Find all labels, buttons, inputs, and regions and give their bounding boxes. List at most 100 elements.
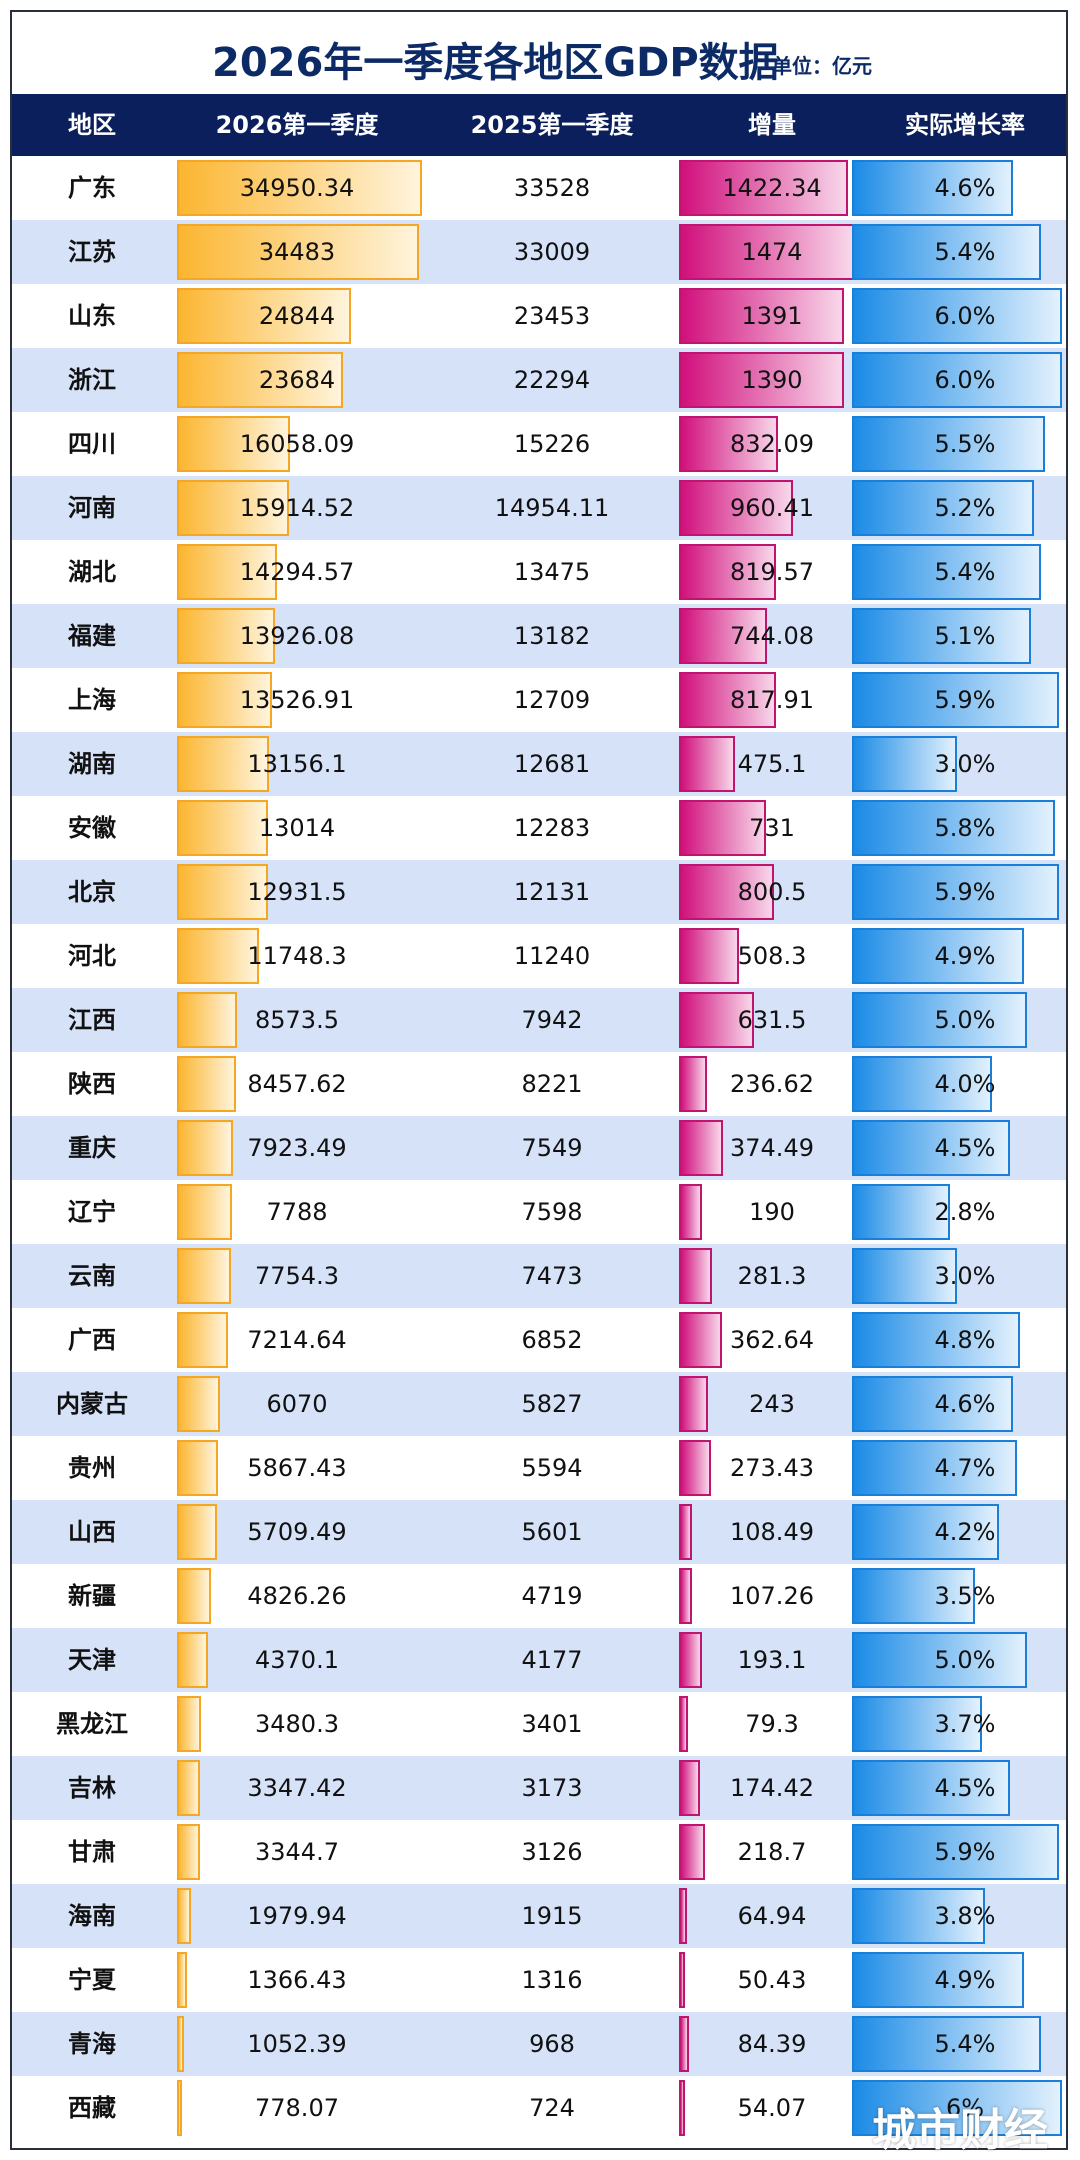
increase-bar [679, 608, 768, 664]
growth-rate-bar [852, 480, 1034, 536]
gdp-2025-value: 7942 [521, 1006, 583, 1034]
gdp-2026-value: 7754.3 [255, 1262, 339, 1290]
increase-bar [679, 288, 845, 344]
table-row: 浙江 23684 22294 1390 6.0% [12, 348, 1066, 412]
header-gdp-2026: 2026第一季度 [215, 111, 379, 139]
growth-rate-value: 5.4% [934, 2030, 996, 2058]
increase-value: 508.3 [737, 942, 807, 970]
gdp-2026-value: 13526.91 [239, 686, 355, 714]
increase-value: 960.41 [730, 494, 814, 522]
growth-rate-bar [852, 544, 1041, 600]
increase-value: 190 [749, 1198, 795, 1226]
increase-bar [679, 1952, 685, 2008]
table-row: 山东 24844 23453 1391 6.0% [12, 284, 1066, 348]
gdp-2026-bar [177, 608, 275, 664]
increase-bar [679, 352, 845, 408]
region-name: 山西 [68, 1518, 116, 1546]
increase-value: 281.3 [737, 1262, 807, 1290]
growth-rate-bar [852, 800, 1055, 856]
growth-rate-bar [852, 1696, 982, 1752]
region-name: 福建 [68, 622, 116, 650]
growth-rate-bar [852, 608, 1031, 664]
table-frame: 2026年一季度各地区GDP数据 单位：亿元 地区 2026第一季度 2025第… [10, 10, 1068, 2156]
growth-rate-bar [852, 1888, 985, 1944]
gdp-2026-bar [177, 1632, 208, 1688]
increase-value: 819.57 [730, 558, 814, 586]
gdp-2026-bar [177, 288, 352, 344]
gdp-2025-value: 8221 [521, 1070, 583, 1098]
header-region: 地区 [68, 111, 116, 139]
growth-rate-value: 3.0% [934, 750, 996, 778]
region-name: 浙江 [68, 366, 116, 394]
increase-value: 1474 [741, 238, 803, 266]
gdp-2026-bar [177, 672, 272, 728]
gdp-2026-value: 24844 [258, 302, 336, 330]
gdp-2026-value: 4826.26 [247, 1582, 347, 1610]
table-row: 江苏 34483 33009 1474 5.4% [12, 220, 1066, 284]
region-name: 河北 [68, 942, 116, 970]
gdp-2026-value: 13014 [258, 814, 336, 842]
increase-value: 475.1 [737, 750, 807, 778]
table-row: 贵州 5867.43 5594 273.43 4.7% [12, 1436, 1066, 1500]
growth-rate-bar [852, 1568, 975, 1624]
growth-rate-value: 4.9% [934, 942, 996, 970]
increase-value: 193.1 [737, 1646, 807, 1674]
table-row: 云南 7754.3 7473 281.3 3.0% [12, 1244, 1066, 1308]
increase-value: 374.49 [730, 1134, 814, 1162]
increase-value: 218.7 [737, 1838, 807, 1866]
growth-rate-value: 5.9% [934, 1838, 996, 1866]
table-row: 海南 1979.94 1915 64.94 3.8% [12, 1884, 1066, 1948]
growth-rate-bar [852, 672, 1059, 728]
gdp-2026-value: 34950.34 [239, 174, 355, 202]
increase-value: 1391 [741, 302, 803, 330]
region-name: 湖北 [68, 558, 116, 586]
growth-rate-bar [852, 1824, 1059, 1880]
gdp-2025-value: 5594 [521, 1454, 583, 1482]
gdp-2025-value: 11240 [513, 942, 591, 970]
growth-rate-bar [852, 2016, 1041, 2072]
table-row: 山西 5709.49 5601 108.49 4.2% [12, 1500, 1066, 1564]
increase-bar [679, 480, 794, 536]
growth-rate-value: 2.8% [934, 1198, 996, 1226]
table-row: 西藏 778.07 724 54.07 6% [12, 2076, 1066, 2140]
gdp-2026-bar [177, 1952, 187, 2008]
growth-rate-value: 4.2% [934, 1518, 996, 1546]
gdp-2026-bar [177, 736, 270, 792]
increase-value: 236.62 [730, 1070, 814, 1098]
region-name: 海南 [68, 1902, 116, 1930]
region-name: 江西 [68, 1006, 116, 1034]
table-row: 湖南 13156.1 12681 475.1 3.0% [12, 732, 1066, 796]
increase-value: 362.64 [730, 1326, 814, 1354]
gdp-2026-value: 12931.5 [247, 878, 347, 906]
increase-bar [679, 416, 778, 472]
region-name: 宁夏 [68, 1966, 116, 1994]
table-row: 甘肃 3344.7 3126 218.7 5.9% [12, 1820, 1066, 1884]
region-name: 安徽 [68, 814, 116, 842]
gdp-2026-value: 16058.09 [239, 430, 355, 458]
increase-bar [679, 672, 777, 728]
increase-bar [679, 1440, 712, 1496]
region-name: 吉林 [68, 1774, 116, 1802]
increase-bar [679, 1248, 713, 1304]
region-name: 广西 [68, 1326, 116, 1354]
increase-value: 800.5 [737, 878, 807, 906]
increase-value: 243 [749, 1390, 795, 1418]
growth-rate-bar [852, 928, 1024, 984]
increase-value: 631.5 [737, 1006, 807, 1034]
gdp-2026-bar [177, 1696, 202, 1752]
increase-value: 1422.34 [722, 174, 822, 202]
region-name: 陕西 [68, 1070, 116, 1098]
increase-value: 832.09 [730, 430, 814, 458]
region-name: 山东 [68, 302, 116, 330]
gdp-2025-value: 5827 [521, 1390, 583, 1418]
gdp-2026-value: 1366.43 [247, 1966, 347, 1994]
table-row: 广东 34950.34 33528 1422.34 4.6% [12, 156, 1066, 220]
gdp-2026-value: 5867.43 [247, 1454, 347, 1482]
gdp-2026-bar [177, 480, 289, 536]
region-name: 辽宁 [68, 1198, 116, 1226]
gdp-2026-bar [177, 1760, 201, 1816]
growth-rate-value: 5.8% [934, 814, 996, 842]
gdp-2025-value: 1915 [521, 1902, 583, 1930]
region-name: 云南 [68, 1262, 116, 1290]
increase-bar [679, 2016, 690, 2072]
